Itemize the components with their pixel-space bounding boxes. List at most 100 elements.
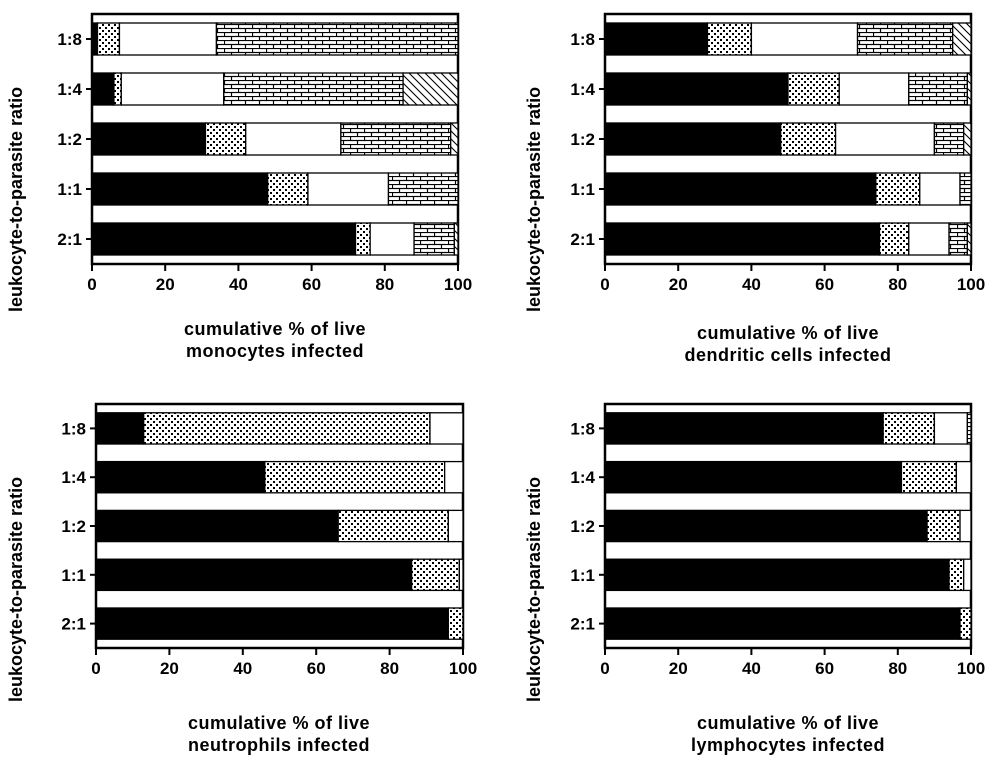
bar-segment-dotted xyxy=(354,222,371,256)
x-tick-label: 40 xyxy=(233,659,252,678)
bar-segment-dotted xyxy=(204,122,247,156)
bar-segment-brick xyxy=(387,172,459,206)
x-axis-label-line1: cumulative % of live xyxy=(696,713,880,733)
bar-segment-brick xyxy=(959,172,972,206)
bar-segment-white xyxy=(834,122,936,156)
x-tick-label: 20 xyxy=(669,659,688,678)
y-tick-label: 1:8 xyxy=(61,419,86,438)
y-tick-label: 1:4 xyxy=(570,80,595,99)
x-tick-label: 100 xyxy=(957,275,985,294)
bar-segment-solid-black xyxy=(604,22,709,56)
chart-svg-dendritic-cells: 1:8 1:4 1:2 1:1 2:1 0 20 40 60 80 100 xyxy=(570,12,985,294)
x-tick-label: 80 xyxy=(380,659,399,678)
x-axis-label-line2: monocytes infected xyxy=(185,341,365,361)
bar-segment-hatched xyxy=(450,122,459,156)
bar-segment-white xyxy=(458,558,464,592)
bar-segment-solid-black xyxy=(604,72,789,106)
bar-segment-brick xyxy=(215,22,459,56)
bar-segment-solid-black xyxy=(91,72,115,106)
bar-segment-dotted xyxy=(447,607,464,640)
chart-svg-monocytes: 1:8 1:4 1:2 1:1 2:1 0 20 40 60 80 100 xyxy=(57,12,472,294)
bar-segment-white xyxy=(933,412,968,445)
y-tick-label: 1:2 xyxy=(570,517,595,536)
bar-segment-dotted xyxy=(878,222,910,256)
bar-segment-hatched xyxy=(402,72,459,106)
bar-segment-hatched xyxy=(453,222,459,256)
bar-segment-solid-black xyxy=(95,558,413,592)
bar-segment-white xyxy=(369,222,415,256)
chart-panel-monocytes: 1:8 1:4 1:2 1:1 2:1 0 20 40 60 80 100 leukocyte-to… xyxy=(0,0,495,380)
bar-segment-white xyxy=(908,222,950,256)
chart-panel-lymphocytes: 1:8 1:4 1:2 1:1 2:1 0 20 40 60 80 100 leukocyte-to… xyxy=(495,382,993,762)
x-axis-label-line2: dendritic cells infected xyxy=(684,345,892,365)
y-tick-label: 1:4 xyxy=(570,468,595,487)
y-axis-label: leukocyte-to-parasite ratio xyxy=(6,86,26,312)
bar-segment-solid-black xyxy=(604,607,961,640)
chart-svg-neutrophils: 1:8 1:4 1:2 1:1 2:1 0 20 40 60 80 100 xyxy=(61,402,477,678)
bar-segment-dotted xyxy=(780,122,837,156)
x-axis-label-line1: cumulative % of live xyxy=(187,713,371,733)
bar-segment-brick xyxy=(856,22,954,56)
bar-segment-brick xyxy=(340,122,452,156)
bar-segment-dotted xyxy=(267,172,309,206)
bar-segment-hatched xyxy=(952,22,972,56)
bar-segment-brick xyxy=(933,122,965,156)
bar-segment-white xyxy=(429,412,464,445)
x-tick-label: 40 xyxy=(742,275,761,294)
x-tick-label: 60 xyxy=(302,275,321,294)
bar-segment-dotted xyxy=(264,460,446,494)
y-axis-label: leukocyte-to-parasite ratio xyxy=(524,476,544,702)
bar-segment-dotted xyxy=(143,412,431,445)
bar-segment-solid-black xyxy=(604,558,950,592)
y-tick-label: 1:8 xyxy=(570,419,595,438)
y-tick-label: 2:1 xyxy=(570,230,595,249)
bar-segment-dotted xyxy=(875,172,921,206)
y-axis-label: leukocyte-to-parasite ratio xyxy=(524,86,544,312)
x-tick-label: 0 xyxy=(87,275,96,294)
bar-segment-white xyxy=(919,172,961,206)
x-tick-label: 0 xyxy=(600,659,609,678)
x-tick-label: 80 xyxy=(888,659,907,678)
x-axis-label-line1: cumulative % of live xyxy=(696,323,880,343)
x-tick-label: 40 xyxy=(229,275,248,294)
x-tick-label: 100 xyxy=(449,659,477,678)
bar-segment-hatched xyxy=(963,122,972,156)
y-axis-label: leukocyte-to-parasite ratio xyxy=(6,476,26,702)
y-tick-label: 1:4 xyxy=(61,468,86,487)
bar-segment-solid-black xyxy=(604,172,877,206)
x-tick-label: 20 xyxy=(669,275,688,294)
bar-segment-brick xyxy=(223,72,404,106)
bar-segment-white xyxy=(307,172,390,206)
bar-segment-dotted xyxy=(882,412,936,445)
bar-segment-solid-black xyxy=(95,460,266,494)
bar-segment-solid-black xyxy=(91,222,357,256)
bar-segment-dotted xyxy=(900,460,958,494)
bar-segment-white xyxy=(447,509,464,543)
y-tick-label: 2:1 xyxy=(61,615,86,634)
x-tick-label: 0 xyxy=(600,275,609,294)
chart-svg-lymphocytes: 1:8 1:4 1:2 1:1 2:1 0 20 40 60 80 100 xyxy=(570,402,985,678)
y-tick-label: 1:1 xyxy=(57,180,82,199)
bar-segment-dotted xyxy=(787,72,840,106)
x-axis-label: cumulative % of live monocytes infected xyxy=(92,318,458,362)
bar-segment-solid-black xyxy=(604,460,903,494)
bar-segment-hatched xyxy=(966,72,972,106)
bar-segment-dotted xyxy=(959,607,972,640)
x-tick-label: 40 xyxy=(742,659,761,678)
bar-segment-dotted xyxy=(706,22,753,56)
bar-segment-white xyxy=(750,22,859,56)
x-axis-label-line2: neutrophils infected xyxy=(187,735,370,755)
x-axis-label-line2: lymphocytes infected xyxy=(690,735,886,755)
x-tick-label: 60 xyxy=(815,659,834,678)
bar-segment-solid-black xyxy=(95,412,145,445)
x-tick-label: 0 xyxy=(91,659,100,678)
x-tick-label: 60 xyxy=(307,659,326,678)
y-tick-label: 1:8 xyxy=(57,30,82,49)
bar-segment-brick xyxy=(966,412,972,445)
x-axis-label: cumulative % of live lymphocytes infecte… xyxy=(605,712,971,756)
y-tick-label: 1:4 xyxy=(57,80,82,99)
x-axis-label: cumulative % of live neutrophils infecte… xyxy=(96,712,462,756)
bar-segment-white xyxy=(245,122,342,156)
x-tick-label: 60 xyxy=(815,275,834,294)
bar-segment-brick xyxy=(413,222,455,256)
